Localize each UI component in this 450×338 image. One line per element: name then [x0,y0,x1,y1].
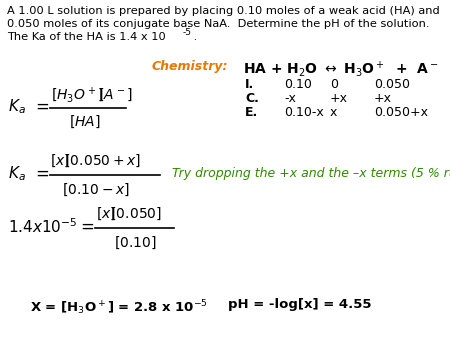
Text: +x: +x [330,92,348,105]
Text: Chemistry:: Chemistry: [152,60,229,73]
Text: C.: C. [245,92,259,105]
Text: I.: I. [245,78,254,91]
Text: $K_a$: $K_a$ [8,165,26,183]
Text: $\left[0.10-x\right]$: $\left[0.10-x\right]$ [62,182,130,198]
Text: $\left[x\right]\!\!\left[0.050+x\right]$: $\left[x\right]\!\!\left[0.050+x\right]$ [50,153,141,169]
Text: E.: E. [245,106,258,119]
Text: -x: -x [284,92,296,105]
Text: 0: 0 [330,78,338,91]
Text: $1.4x10^{-5}$: $1.4x10^{-5}$ [8,218,77,236]
Text: X = [H$_3$O$^+$] = 2.8 x 10$^{-5}$: X = [H$_3$O$^+$] = 2.8 x 10$^{-5}$ [30,298,208,317]
Text: $\left[H_3O^+\right]\!\!\left[A^-\right]$: $\left[H_3O^+\right]\!\!\left[A^-\right]… [51,86,133,104]
Text: +x: +x [374,92,392,105]
Text: -5: -5 [183,28,192,37]
Text: $K_a$: $K_a$ [8,98,26,116]
Text: $\left[x\right]\!\!\left[0.050\right]$: $\left[x\right]\!\!\left[0.050\right]$ [96,206,162,222]
Text: 0.050+x: 0.050+x [374,106,428,119]
Text: $\left[HA\right]$: $\left[HA\right]$ [69,114,101,130]
Text: x: x [330,106,338,119]
Text: HA + H$_2$O $\leftrightarrow$ H$_3$O$^+$  +  A$^-$: HA + H$_2$O $\leftrightarrow$ H$_3$O$^+$… [243,59,439,79]
Text: 0.10: 0.10 [284,78,312,91]
Text: $\left[0.10\right]$: $\left[0.10\right]$ [114,235,157,251]
Text: pH = -log[x] = 4.55: pH = -log[x] = 4.55 [228,298,372,311]
Text: .: . [190,32,197,42]
Text: =: = [35,98,49,116]
Text: 0.10-x: 0.10-x [284,106,324,119]
Text: =: = [35,165,49,183]
Text: 0.050: 0.050 [374,78,410,91]
Text: The Ka of the HA is 1.4 x 10: The Ka of the HA is 1.4 x 10 [7,32,166,42]
Text: =: = [80,218,94,236]
Text: 0.050 moles of its conjugate base NaA.  Determine the pH of the solution.: 0.050 moles of its conjugate base NaA. D… [7,19,429,29]
Text: A 1.00 L solution is prepared by placing 0.10 moles of a weak acid (HA) and: A 1.00 L solution is prepared by placing… [7,6,440,16]
Text: Try dropping the +x and the –x terms (5 % rule).: Try dropping the +x and the –x terms (5 … [172,167,450,179]
